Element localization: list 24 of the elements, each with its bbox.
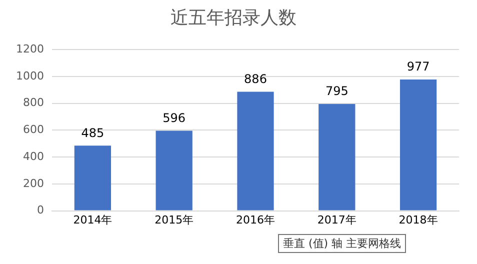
x-tick-label: 2016年 bbox=[236, 213, 275, 226]
x-tick-label: 2017年 bbox=[317, 213, 356, 226]
y-tick-label: 400 bbox=[22, 150, 44, 163]
text: 垂直 (值) 轴 主要网格线 bbox=[278, 234, 406, 253]
bar bbox=[318, 104, 356, 210]
data-label: 886 bbox=[244, 72, 267, 86]
bar bbox=[156, 130, 192, 210]
data-label: 795 bbox=[325, 84, 348, 98]
chart-title: 近五年招录人数 bbox=[170, 7, 296, 28]
data-label: 977 bbox=[406, 60, 430, 74]
y-tick-label: 1200 bbox=[16, 42, 44, 56]
y-tick-label: 200 bbox=[22, 176, 44, 190]
data-label: 485 bbox=[81, 126, 104, 140]
y-tick-label: 800 bbox=[22, 96, 44, 110]
bar bbox=[74, 146, 112, 210]
y-tick-label: 1000 bbox=[16, 69, 44, 82]
y-tick-label: 0 bbox=[36, 204, 44, 217]
bar bbox=[400, 80, 437, 210]
data-label: 596 bbox=[162, 110, 186, 125]
bar bbox=[237, 92, 274, 210]
x-tick-label: 2014年 bbox=[73, 213, 112, 226]
x-tick-label: 2015年 bbox=[154, 213, 194, 226]
y-tick-label: 600 bbox=[22, 123, 44, 136]
x-tick-label: 2018年 bbox=[398, 213, 438, 226]
